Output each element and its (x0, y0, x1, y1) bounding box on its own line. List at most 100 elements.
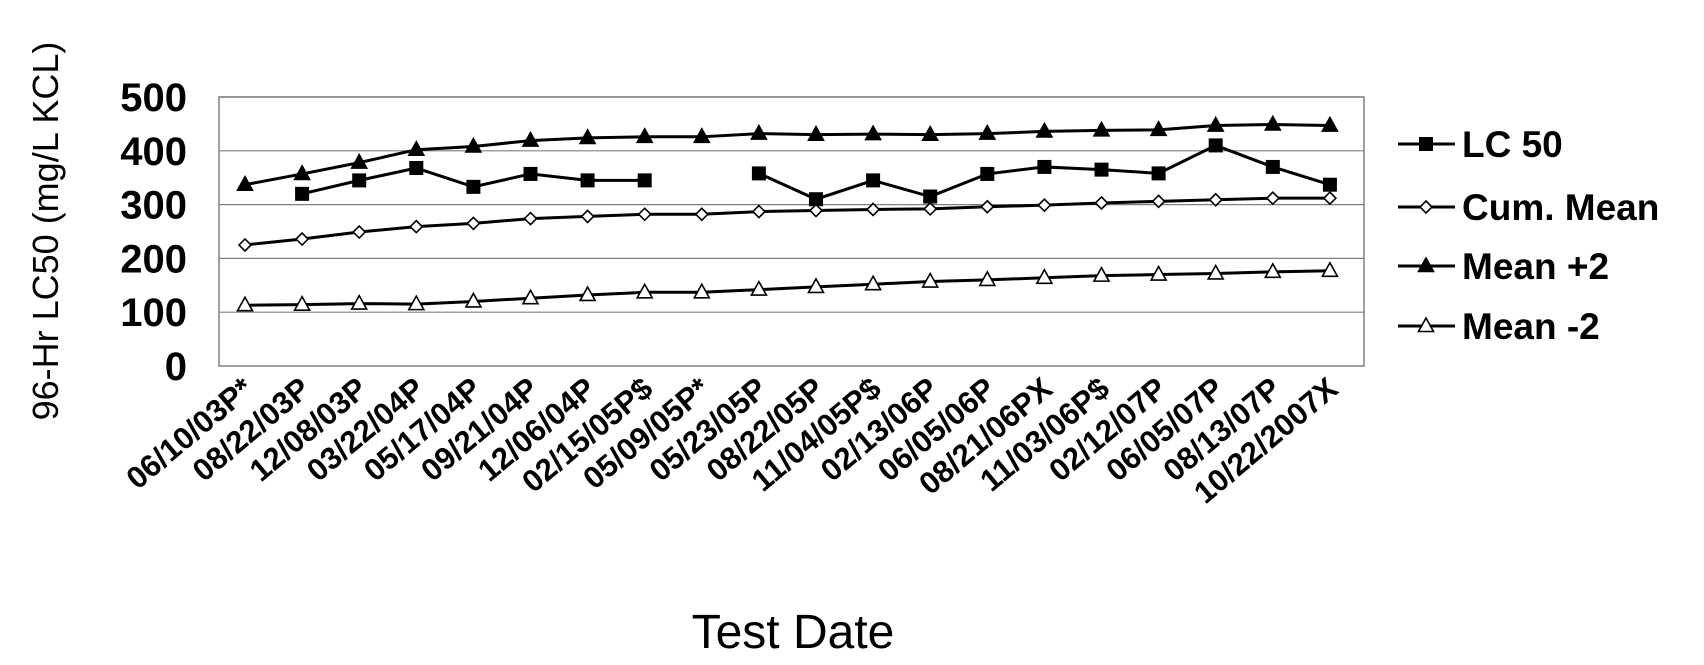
data-point (865, 202, 881, 217)
data-point (808, 203, 824, 218)
data-point (237, 237, 253, 253)
data-point (1208, 138, 1223, 153)
data-point (578, 285, 597, 302)
data-point (692, 282, 711, 299)
data-point (637, 173, 652, 188)
legend-label: Mean +2 (1462, 246, 1609, 287)
legend-item: Mean +2 (1398, 246, 1609, 287)
data-point (807, 277, 825, 294)
data-point (1263, 262, 1282, 279)
data-point (692, 127, 711, 144)
data-point (578, 128, 597, 145)
data-point (580, 209, 595, 224)
data-point (1322, 177, 1337, 192)
series-mean-2 (236, 114, 1339, 191)
data-point (580, 173, 595, 188)
data-point (635, 127, 654, 144)
legend-marker (1417, 316, 1435, 333)
data-point (464, 136, 483, 153)
data-point (1092, 120, 1111, 137)
legend-item: LC 50 (1398, 124, 1563, 165)
legend-item: Mean -2 (1398, 306, 1600, 347)
data-point (1321, 261, 1339, 278)
data-point (1037, 198, 1052, 213)
legend-label: Mean -2 (1462, 306, 1600, 347)
series-line (244, 122, 1330, 187)
data-point (1321, 115, 1339, 132)
y-tick-label: 200 (120, 237, 187, 281)
data-point (1151, 194, 1166, 209)
data-point (1094, 162, 1109, 177)
data-point (350, 293, 369, 310)
series-cum-mean (237, 191, 1338, 253)
data-point (866, 173, 881, 188)
data-point (1092, 265, 1111, 282)
data-point (407, 140, 426, 157)
data-point (236, 175, 254, 191)
legend-item: Cum. Mean (1398, 187, 1659, 228)
data-point (1206, 115, 1225, 132)
data-point (978, 270, 997, 287)
series-mean-2 (236, 261, 1339, 312)
data-point (864, 274, 882, 291)
plot-area (218, 96, 1365, 367)
data-point (807, 125, 825, 141)
data-point (1149, 264, 1168, 281)
y-tick-label: 100 (120, 291, 187, 335)
y-tick-label: 400 (120, 130, 187, 174)
data-point (352, 173, 367, 188)
data-point (1206, 263, 1225, 280)
data-point (1265, 191, 1280, 206)
data-point (464, 291, 483, 308)
data-point (635, 282, 654, 299)
data-point (694, 207, 709, 222)
data-point (1151, 166, 1166, 181)
legend: LC 50 Cum. Mean Mean +2 Mean -2 (1398, 124, 1659, 347)
data-point (1035, 121, 1054, 138)
data-point (294, 231, 310, 247)
legend-label: LC 50 (1462, 124, 1563, 165)
data-point (466, 216, 481, 231)
data-point (637, 207, 652, 222)
data-point (750, 123, 768, 140)
y-tick-labels: 0 100 200 300 400 500 (120, 76, 187, 389)
data-point (1037, 159, 1052, 174)
legend-marker (1417, 256, 1435, 273)
legend-marker (1419, 137, 1433, 151)
data-point (1035, 268, 1054, 285)
data-point (921, 271, 940, 288)
y-tick-label: 300 (120, 184, 187, 228)
data-point (923, 189, 938, 204)
y-axis-title: 96-Hr LC50 (mg/L KCL) (25, 42, 66, 421)
data-point (523, 166, 538, 181)
data-point (980, 199, 995, 214)
series-line (244, 269, 1330, 307)
data-point (980, 166, 995, 181)
data-point (1263, 114, 1282, 131)
data-point (809, 192, 823, 207)
data-point (1208, 192, 1223, 207)
y-tick-label: 0 (165, 345, 187, 389)
data-point (523, 211, 538, 226)
data-point (521, 288, 540, 305)
data-point (923, 201, 938, 217)
data-point (409, 219, 424, 234)
data-point (407, 294, 426, 311)
data-point (750, 279, 768, 296)
data-point (978, 123, 997, 140)
data-point (1322, 191, 1338, 206)
legend-label: Cum. Mean (1462, 187, 1659, 228)
series-lc-50 (295, 138, 1337, 207)
data-point (921, 125, 940, 141)
data-point (751, 204, 767, 219)
data-point (295, 186, 310, 201)
data-point (521, 130, 540, 147)
data-point (236, 295, 254, 312)
data-point (864, 124, 882, 141)
data-point (1094, 195, 1109, 211)
y-tick-label: 500 (120, 76, 187, 120)
data-point (350, 152, 369, 169)
data-point (1149, 120, 1168, 137)
data-point (466, 179, 481, 194)
